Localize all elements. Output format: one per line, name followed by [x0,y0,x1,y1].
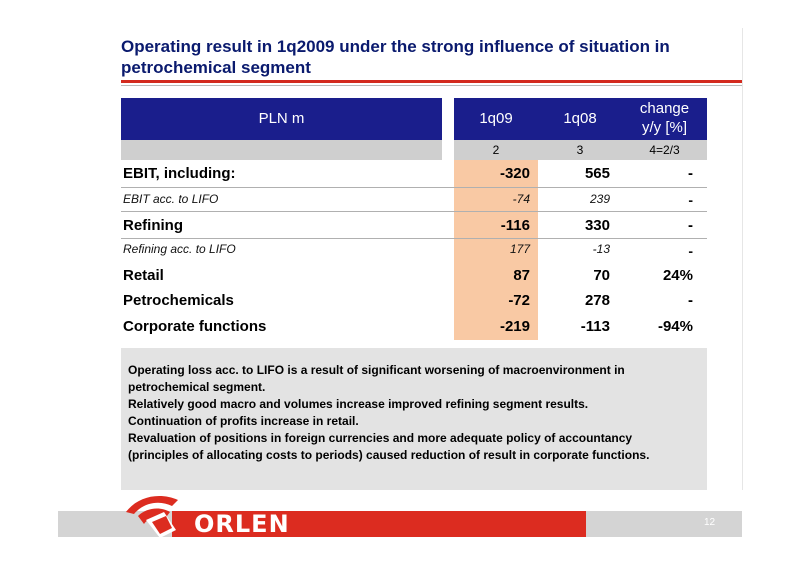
table-row: EBIT acc. to LIFO -74 239 - [121,190,707,210]
row-label: Retail [123,267,164,284]
table-subheader-values-cell: 2 3 4=2/3 [454,140,707,160]
row-value-1q08: -113 [580,318,610,335]
table-header-label-cell: PLN m [121,98,442,140]
row-label: Refining [123,217,183,234]
header-change: change [639,100,690,117]
header-1q08: 1q08 [563,110,597,127]
row-value-1q09: 177 [509,242,530,256]
header-1q09: 1q09 [479,110,513,127]
row-value-change: - [688,192,693,208]
row-value-1q09: -219 [499,318,530,335]
row-value-change: - [688,165,693,182]
table-header-values-cell: 1q09 1q08 change y/y [%] [454,98,707,140]
row-value-1q08: -13 [592,242,610,256]
row-value-change: -94% [657,318,693,335]
subheader-col-4: 4=2/3 [649,143,680,157]
header-change-unit: y/y [%] [641,119,687,136]
row-value-change: 24% [662,267,693,284]
table-row: Corporate functions -219 -113 -94% [121,316,707,338]
subheader-col-2: 2 [492,143,500,157]
commentary-line: Continuation of profits increase in reta… [128,414,359,428]
table-row: Refining -116 330 - [121,215,707,237]
table-row: Refining acc. to LIFO 177 -13 - [121,240,707,260]
table-row: Petrochemicals -72 278 - [121,290,707,312]
row-separator [121,187,707,188]
row-value-change: - [688,243,693,259]
orlen-eagle-logo-icon [126,496,178,538]
row-label: Corporate functions [123,318,267,335]
row-label: EBIT, including: [123,165,236,182]
row-value-1q09: 87 [513,267,530,284]
row-value-1q09: -74 [512,192,530,206]
row-value-change: - [688,217,693,234]
row-separator [121,238,707,239]
commentary-line: Operating loss acc. to LIFO is a result … [128,363,625,394]
slide-title: Operating result in 1q2009 under the str… [121,37,670,77]
right-border-line [742,28,743,490]
footer-red-band [172,511,586,537]
orlen-logo-wordmark: ORLEN [194,510,290,538]
commentary-line: Revaluation of positions in foreign curr… [128,431,650,462]
commentary-text: Operating loss acc. to LIFO is a result … [128,362,693,464]
table-row: EBIT, including: -320 565 - [121,163,707,185]
title-rule-grey [121,85,742,86]
subheader-col-3: 3 [576,143,584,157]
header-label: PLN m [258,110,305,127]
commentary-box: Operating loss acc. to LIFO is a result … [121,348,707,490]
row-value-1q08: 330 [584,217,610,234]
row-label: Refining acc. to LIFO [123,242,236,256]
table-row: Retail 87 70 24% [121,265,707,287]
row-value-1q08: 278 [584,292,610,309]
page-number: 12 [704,517,716,528]
table-subheader-label-cell [121,140,442,160]
row-value-change: - [688,292,693,309]
row-label: EBIT acc. to LIFO [123,192,219,206]
row-value-1q08: 565 [584,165,610,182]
row-label: Petrochemicals [123,292,234,309]
commentary-line: Relatively good macro and volumes increa… [128,397,589,411]
row-value-1q08: 239 [589,192,610,206]
title-rule-red [121,80,742,83]
row-separator [121,211,707,212]
row-value-1q09: -72 [508,292,530,309]
row-value-1q08: 70 [593,267,610,284]
row-value-1q09: -320 [499,165,530,182]
row-value-1q09: -116 [500,217,530,234]
1q09-column-highlight [454,160,538,340]
